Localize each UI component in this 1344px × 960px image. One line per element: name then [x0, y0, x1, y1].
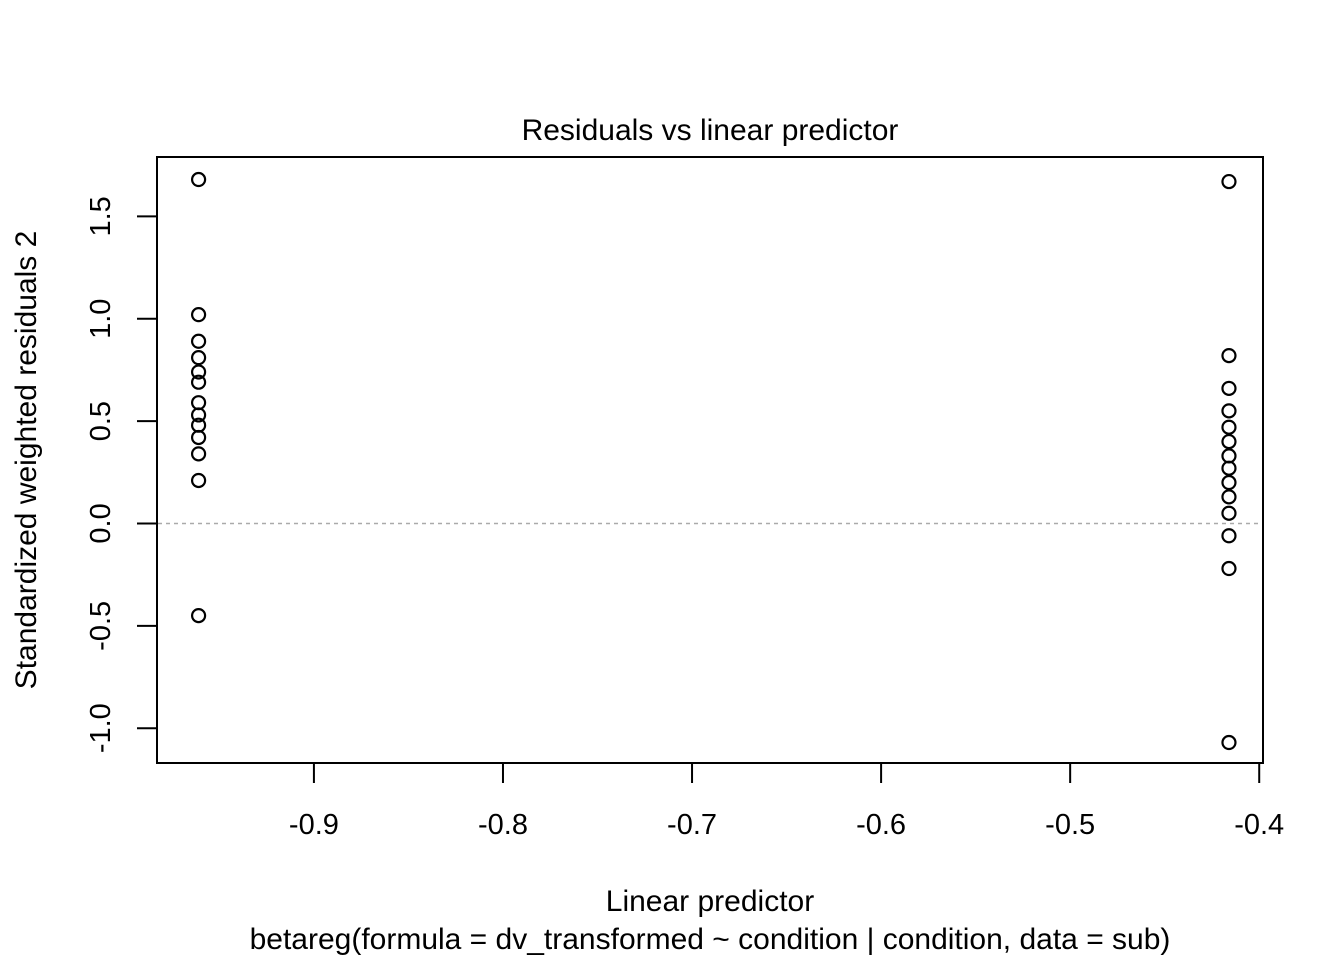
- y-tick-label: 1.0: [85, 299, 117, 339]
- y-axis-label: Standardized weighted residuals 2: [10, 231, 43, 690]
- data-point: [190, 429, 207, 446]
- y-axis: -1.0 -0.5 0.0 0.5 1.0 1.5: [85, 196, 158, 753]
- data-point: [1221, 173, 1237, 190]
- y-tick-label: 0.5: [85, 401, 117, 441]
- x-tick-label: -0.5: [1045, 809, 1095, 841]
- x-tick-label: -0.7: [667, 809, 717, 841]
- x-tick-label: -0.6: [856, 809, 906, 841]
- data-point: [190, 472, 207, 489]
- x-axis: -0.9 -0.8 -0.7 -0.6 -0.5 -0.4: [289, 762, 1284, 841]
- x-axis-label: Linear predictor: [606, 885, 814, 918]
- data-point: [1221, 448, 1237, 464]
- plot-frame: [156, 156, 1264, 764]
- data-point: [190, 395, 207, 411]
- data-point: [1221, 528, 1237, 544]
- data-point: [190, 350, 207, 366]
- chart-subtitle: betareg(formula = dv_transformed ~ condi…: [250, 923, 1171, 956]
- y-tick-label: -0.5: [85, 601, 117, 651]
- data-point: [190, 446, 207, 462]
- data-point: [1221, 734, 1237, 751]
- data-point: [1221, 560, 1237, 577]
- data-point: [190, 333, 207, 349]
- data-point: [1221, 433, 1237, 450]
- data-point: [190, 374, 207, 390]
- points-layer: [190, 171, 1237, 751]
- data-point: [1221, 347, 1237, 364]
- x-tick-label: -0.4: [1234, 809, 1284, 841]
- data-point: [1221, 505, 1237, 521]
- chart-title: Residuals vs linear predictor: [522, 114, 899, 147]
- y-tick-label: 1.5: [85, 196, 117, 236]
- data-point: [190, 364, 207, 380]
- x-tick-label: -0.8: [478, 809, 528, 841]
- data-point: [1221, 419, 1237, 435]
- y-tick-label: 0.0: [85, 503, 117, 543]
- data-point: [190, 407, 207, 423]
- data-point: [1221, 460, 1237, 476]
- data-point: [190, 607, 207, 624]
- data-point: [1221, 489, 1237, 505]
- data-point: [190, 307, 207, 323]
- data-point: [1221, 380, 1237, 396]
- data-point: [1221, 403, 1237, 419]
- y-tick-label: -1.0: [85, 703, 117, 753]
- data-point: [190, 171, 207, 188]
- x-tick-label: -0.9: [289, 809, 339, 841]
- data-point: [1221, 474, 1237, 491]
